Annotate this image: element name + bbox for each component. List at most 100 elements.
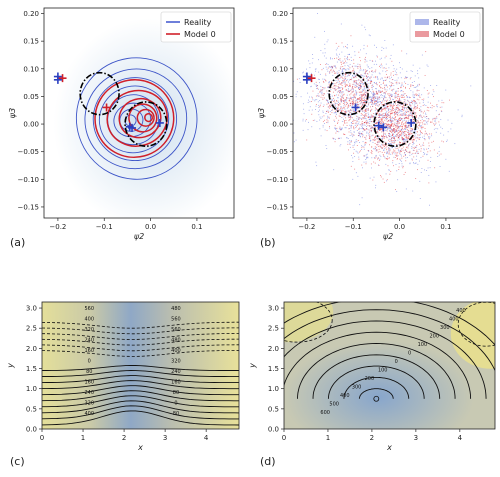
- reality-point: [369, 140, 371, 142]
- model-point: [397, 132, 399, 134]
- reality-point: [427, 96, 429, 98]
- reality-point: [427, 101, 429, 103]
- reality-point: [409, 103, 411, 105]
- reality-point: [339, 53, 340, 55]
- model-point: [414, 112, 416, 114]
- reality-point: [361, 24, 363, 26]
- model-point: [389, 97, 391, 99]
- model-point: [343, 100, 345, 101]
- model-point: [398, 100, 400, 102]
- model-point: [397, 115, 399, 117]
- reality-point: [372, 60, 374, 62]
- reality-point: [367, 115, 369, 117]
- model-point: [362, 93, 364, 95]
- model-point: [374, 146, 376, 148]
- model-point: [315, 95, 317, 97]
- model-point: [418, 84, 420, 86]
- reality-point: [394, 96, 396, 98]
- reality-point: [395, 112, 397, 114]
- reality-point: [398, 126, 400, 128]
- regime-ellipse: [328, 71, 369, 116]
- reality-point: [409, 113, 411, 115]
- model-point: [383, 92, 385, 94]
- model-point: [373, 94, 375, 96]
- model-point: [357, 140, 359, 141]
- reality-point: [356, 123, 358, 125]
- model-point: [396, 144, 398, 145]
- contour-label: 400: [85, 411, 95, 417]
- reality-point: [410, 130, 412, 132]
- reality-point: [360, 69, 362, 71]
- model-point: [342, 107, 344, 109]
- reality-point: [371, 167, 372, 169]
- reality-point: [382, 95, 384, 96]
- model-point: [329, 71, 331, 73]
- model-point: [397, 121, 399, 123]
- reality-point: [331, 83, 333, 85]
- model-point: [350, 102, 351, 104]
- model-point: [399, 134, 401, 136]
- model-point: [394, 110, 396, 112]
- reality-point: [373, 63, 375, 65]
- reality-point: [353, 96, 355, 98]
- legend-label: Reality: [184, 18, 212, 27]
- reality-point: [454, 143, 456, 145]
- reality-point: [366, 70, 368, 72]
- model-point: [322, 97, 324, 99]
- reality-point: [344, 114, 346, 116]
- model-point: [383, 100, 385, 102]
- model-point: [401, 148, 403, 150]
- model-point: [389, 105, 391, 107]
- model-point: [377, 56, 378, 58]
- model-point: [417, 137, 419, 139]
- model-point: [373, 161, 375, 163]
- reality-point: [367, 79, 368, 81]
- model-point: [375, 156, 377, 158]
- reality-point: [346, 107, 348, 109]
- reality-point: [368, 85, 370, 87]
- model-point: [429, 121, 431, 123]
- reality-point: [388, 127, 390, 129]
- x-tick-label: 3: [163, 434, 167, 442]
- reality-point: [375, 184, 377, 186]
- model-point: [417, 121, 419, 123]
- reality-point: [420, 109, 422, 111]
- reality-point: [390, 121, 392, 123]
- model-point: [326, 90, 328, 92]
- model-point: [415, 112, 417, 114]
- model-point: [394, 150, 396, 152]
- model-point: [334, 58, 335, 59]
- reality-point: [418, 117, 420, 119]
- reality-point: [421, 168, 423, 169]
- model-point: [396, 158, 398, 160]
- reality-point: [365, 161, 367, 163]
- model-point: [414, 108, 416, 110]
- reality-point: [315, 68, 317, 70]
- model-point: [361, 118, 363, 120]
- model-point: [399, 134, 401, 136]
- reality-point: [380, 102, 382, 104]
- reality-point: [358, 79, 360, 81]
- model-point: [349, 79, 351, 80]
- model-point: [360, 113, 362, 115]
- model-point: [404, 99, 406, 101]
- reality-point: [379, 73, 381, 75]
- reality-point: [417, 85, 419, 87]
- model-point: [410, 128, 412, 130]
- reality-point: [347, 68, 349, 70]
- reality-point: [415, 101, 416, 103]
- reality-point: [361, 123, 363, 125]
- model-point: [357, 98, 359, 100]
- model-point: [390, 139, 392, 141]
- model-point: [368, 89, 370, 91]
- reality-point: [330, 89, 332, 91]
- reality-point: [375, 155, 377, 157]
- y-tick-label: 0.00: [23, 121, 39, 129]
- model-point: [414, 152, 416, 154]
- model-point: [373, 96, 375, 98]
- model-point: [369, 101, 371, 103]
- model-point: [425, 132, 427, 134]
- reality-point: [439, 124, 441, 126]
- reality-point: [348, 113, 350, 115]
- model-point: [397, 88, 399, 90]
